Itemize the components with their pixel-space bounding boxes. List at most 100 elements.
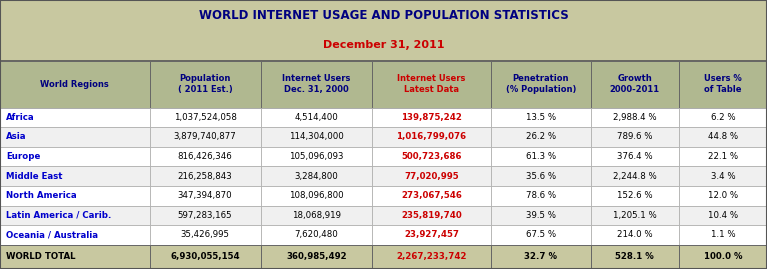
Text: 32.7 %: 32.7 % <box>524 252 558 261</box>
Text: Penetration
(% Population): Penetration (% Population) <box>505 74 576 94</box>
Bar <box>491 108 591 127</box>
Bar <box>261 108 372 127</box>
Bar <box>0 0 767 61</box>
Text: December 31, 2011: December 31, 2011 <box>323 40 444 50</box>
Text: 23,927,457: 23,927,457 <box>404 231 459 239</box>
Text: 235,819,740: 235,819,740 <box>401 211 462 220</box>
Text: 22.1 %: 22.1 % <box>708 152 738 161</box>
Text: Internet Users
Latest Data: Internet Users Latest Data <box>397 74 466 94</box>
Bar <box>491 225 591 245</box>
Bar <box>261 225 372 245</box>
Text: 77,020,995: 77,020,995 <box>404 172 459 181</box>
Text: Growth
2000-2011: Growth 2000-2011 <box>610 74 660 94</box>
Bar <box>591 61 679 108</box>
Bar <box>679 147 767 167</box>
Bar <box>591 225 679 245</box>
Text: 597,283,165: 597,283,165 <box>178 211 232 220</box>
Bar <box>591 206 679 225</box>
Bar <box>261 127 372 147</box>
Text: 216,258,843: 216,258,843 <box>178 172 232 181</box>
Text: Middle East: Middle East <box>6 172 63 181</box>
Bar <box>261 245 372 269</box>
Bar <box>372 186 491 206</box>
Text: 67.5 %: 67.5 % <box>525 231 556 239</box>
Text: 18,068,919: 18,068,919 <box>292 211 341 220</box>
Bar <box>372 245 491 269</box>
Text: 528.1 %: 528.1 % <box>615 252 654 261</box>
Bar <box>372 206 491 225</box>
Bar <box>0 61 150 108</box>
Text: 500,723,686: 500,723,686 <box>401 152 462 161</box>
Text: 44.8 %: 44.8 % <box>708 133 738 141</box>
Text: 7,620,480: 7,620,480 <box>295 231 338 239</box>
Text: 816,426,346: 816,426,346 <box>178 152 232 161</box>
Bar <box>261 167 372 186</box>
Bar <box>491 127 591 147</box>
Bar <box>679 186 767 206</box>
Bar <box>491 167 591 186</box>
Bar <box>491 206 591 225</box>
Bar <box>150 225 261 245</box>
Bar <box>679 225 767 245</box>
Bar <box>0 245 150 269</box>
Text: 2,244.8 %: 2,244.8 % <box>613 172 657 181</box>
Text: Asia: Asia <box>6 133 27 141</box>
Text: 2,988.4 %: 2,988.4 % <box>613 113 657 122</box>
Text: 100.0 %: 100.0 % <box>703 252 742 261</box>
Bar <box>150 186 261 206</box>
Text: 78.6 %: 78.6 % <box>525 191 556 200</box>
Bar <box>0 206 150 225</box>
Bar <box>372 127 491 147</box>
Bar <box>591 167 679 186</box>
Bar <box>591 127 679 147</box>
Bar <box>679 245 767 269</box>
Bar <box>591 186 679 206</box>
Bar <box>679 127 767 147</box>
Text: 376.4 %: 376.4 % <box>617 152 653 161</box>
Text: Oceania / Australia: Oceania / Australia <box>6 231 98 239</box>
Text: 6.2 %: 6.2 % <box>710 113 736 122</box>
Text: 108,096,800: 108,096,800 <box>289 191 344 200</box>
Bar <box>0 186 150 206</box>
Bar <box>0 225 150 245</box>
Bar <box>491 147 591 167</box>
Bar <box>261 206 372 225</box>
Text: 39.5 %: 39.5 % <box>525 211 556 220</box>
Bar <box>372 167 491 186</box>
Text: 347,394,870: 347,394,870 <box>178 191 232 200</box>
Text: Latin America / Carib.: Latin America / Carib. <box>6 211 111 220</box>
Text: 61.3 %: 61.3 % <box>525 152 556 161</box>
Bar <box>150 245 261 269</box>
Bar <box>0 127 150 147</box>
Bar <box>591 147 679 167</box>
Text: 139,875,242: 139,875,242 <box>401 113 462 122</box>
Text: North America: North America <box>6 191 77 200</box>
Bar <box>591 245 679 269</box>
Bar <box>150 61 261 108</box>
Bar <box>0 108 150 127</box>
Text: Population
( 2011 Est.): Population ( 2011 Est.) <box>178 74 232 94</box>
Text: 789.6 %: 789.6 % <box>617 133 653 141</box>
Text: 2,267,233,742: 2,267,233,742 <box>397 252 466 261</box>
Text: 1.1 %: 1.1 % <box>710 231 736 239</box>
Text: 1,037,524,058: 1,037,524,058 <box>174 113 236 122</box>
Bar <box>150 108 261 127</box>
Bar <box>372 147 491 167</box>
Bar <box>150 206 261 225</box>
Text: 26.2 %: 26.2 % <box>525 133 556 141</box>
Text: 12.0 %: 12.0 % <box>708 191 738 200</box>
Bar <box>372 225 491 245</box>
Text: 114,304,000: 114,304,000 <box>289 133 344 141</box>
Text: 360,985,492: 360,985,492 <box>286 252 347 261</box>
Text: 3,284,800: 3,284,800 <box>295 172 338 181</box>
Bar <box>261 147 372 167</box>
Bar <box>679 61 767 108</box>
Text: 4,514,400: 4,514,400 <box>295 113 338 122</box>
Text: 6,930,055,154: 6,930,055,154 <box>170 252 240 261</box>
Text: 3,879,740,877: 3,879,740,877 <box>174 133 236 141</box>
Text: 214.0 %: 214.0 % <box>617 231 653 239</box>
Text: 105,096,093: 105,096,093 <box>289 152 344 161</box>
Bar <box>491 61 591 108</box>
Bar <box>150 127 261 147</box>
Bar <box>0 147 150 167</box>
